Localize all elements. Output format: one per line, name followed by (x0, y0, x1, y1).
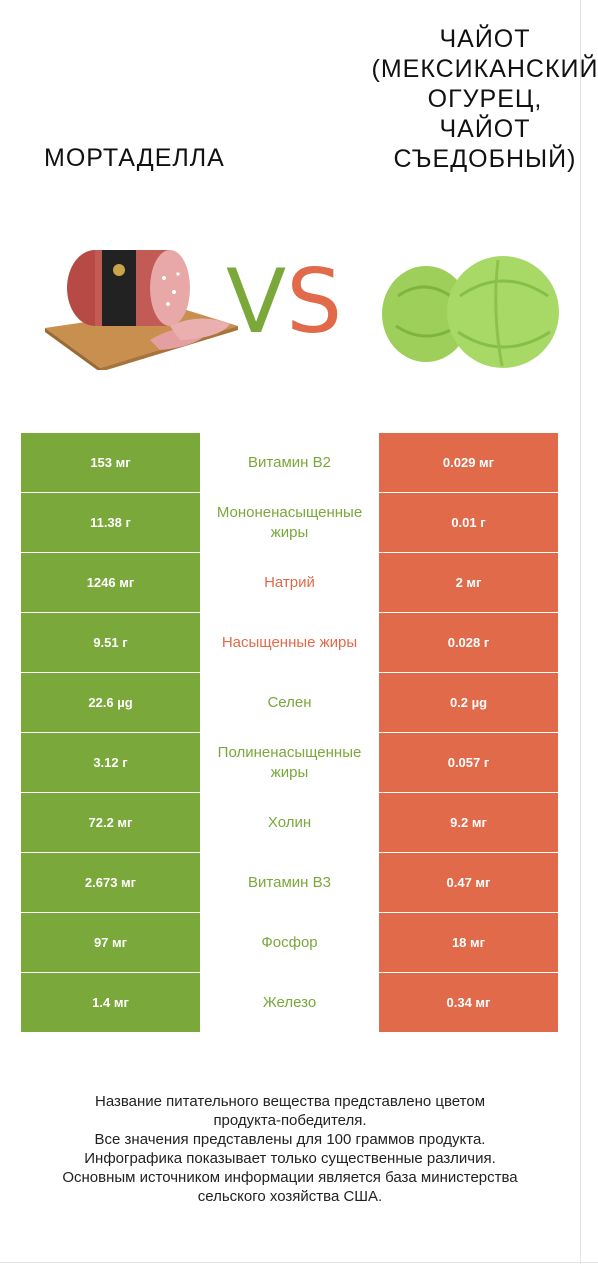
row-separator (21, 972, 558, 973)
bottom-border (0, 1262, 598, 1263)
right-value: 0.028 г (379, 613, 558, 672)
row-separator (21, 852, 558, 853)
table-row: 1246 мг Натрий 2 мг (21, 553, 558, 613)
footer-line: сельского хозяйства США. (197, 1188, 383, 1205)
right-value: 0.01 г (379, 493, 558, 552)
vs-v: V (226, 250, 287, 353)
footer-line: Название питательного вещества представл… (94, 1093, 486, 1110)
row-separator (21, 732, 558, 733)
table-row: 1.4 мг Железо 0.34 мг (21, 973, 558, 1033)
table-row: 2.673 мг Витамин B3 0.47 мг (21, 853, 558, 913)
table-row: 3.12 г Полиненасыщенные жиры 0.057 г (21, 733, 558, 793)
row-separator (21, 912, 558, 913)
row-separator (21, 792, 558, 793)
table-row: 153 мг Витамин B2 0.029 мг (21, 433, 558, 493)
left-value: 2.673 мг (21, 853, 200, 912)
table-row: 72.2 мг Холин 9.2 мг (21, 793, 558, 853)
table-row: 9.51 г Насыщенные жиры 0.028 г (21, 613, 558, 673)
right-value: 18 мг (379, 913, 558, 972)
row-separator (21, 612, 558, 613)
row-separator (21, 552, 558, 553)
table-row: 97 мг Фосфор 18 мг (21, 913, 558, 973)
footer-line: Основным источником информации является … (62, 1169, 518, 1186)
nutrient-name: Мононенасыщенные жиры (200, 493, 379, 552)
footer-line: продукта-победителя. (213, 1112, 367, 1129)
right-product-title: ЧАЙОТ (МЕКСИКАНСКИЙ ОГУРЕЦ, ЧАЙОТ СЪЕДОБ… (371, 25, 598, 173)
left-product-title: МОРТАДЕЛЛА (44, 144, 225, 172)
left-value: 1.4 мг (21, 973, 200, 1032)
left-value: 1246 мг (21, 553, 200, 612)
nutrient-name: Витамин B2 (200, 433, 379, 492)
nutrient-name: Витамин B3 (200, 853, 379, 912)
left-value: 97 мг (21, 913, 200, 972)
vs-label: VS (226, 258, 342, 346)
left-value: 9.51 г (21, 613, 200, 672)
footer-line: Инфографика показывает только существенн… (84, 1150, 496, 1167)
nutrient-name: Селен (200, 673, 379, 732)
row-separator (21, 1032, 558, 1033)
right-value: 0.2 µg (379, 673, 558, 732)
right-value: 0.47 мг (379, 853, 558, 912)
nutrient-name: Полиненасыщенные жиры (200, 733, 379, 792)
left-value: 72.2 мг (21, 793, 200, 852)
right-value: 0.34 мг (379, 973, 558, 1032)
footer-notes: Название питательного вещества представл… (20, 1092, 560, 1206)
comparison-table: 153 мг Витамин B2 0.029 мг 11.38 г Мононенас… (21, 433, 558, 1033)
row-separator (21, 672, 558, 673)
row-separator (21, 492, 558, 493)
right-value: 0.057 г (379, 733, 558, 792)
table-row: 22.6 µg Селен 0.2 µg (21, 673, 558, 733)
left-value: 11.38 г (21, 493, 200, 552)
nutrient-name: Натрий (200, 553, 379, 612)
left-value: 153 мг (21, 433, 200, 492)
right-value: 2 мг (379, 553, 558, 612)
footer-line: Все значения представлены для 100 граммо… (94, 1131, 486, 1148)
left-value: 22.6 µg (21, 673, 200, 732)
table-row: 11.38 г Мононенасыщенные жиры 0.01 г (21, 493, 558, 553)
right-border (580, 0, 581, 1264)
right-value: 0.029 мг (379, 433, 558, 492)
mortadella-image (45, 250, 238, 370)
nutrient-name: Фосфор (200, 913, 379, 972)
nutrient-name: Холин (200, 793, 379, 852)
nutrient-name: Насыщенные жиры (200, 613, 379, 672)
vs-s: S (286, 250, 343, 353)
chayote-image (382, 256, 559, 368)
left-value: 3.12 г (21, 733, 200, 792)
right-value: 9.2 мг (379, 793, 558, 852)
nutrient-name: Железо (200, 973, 379, 1032)
